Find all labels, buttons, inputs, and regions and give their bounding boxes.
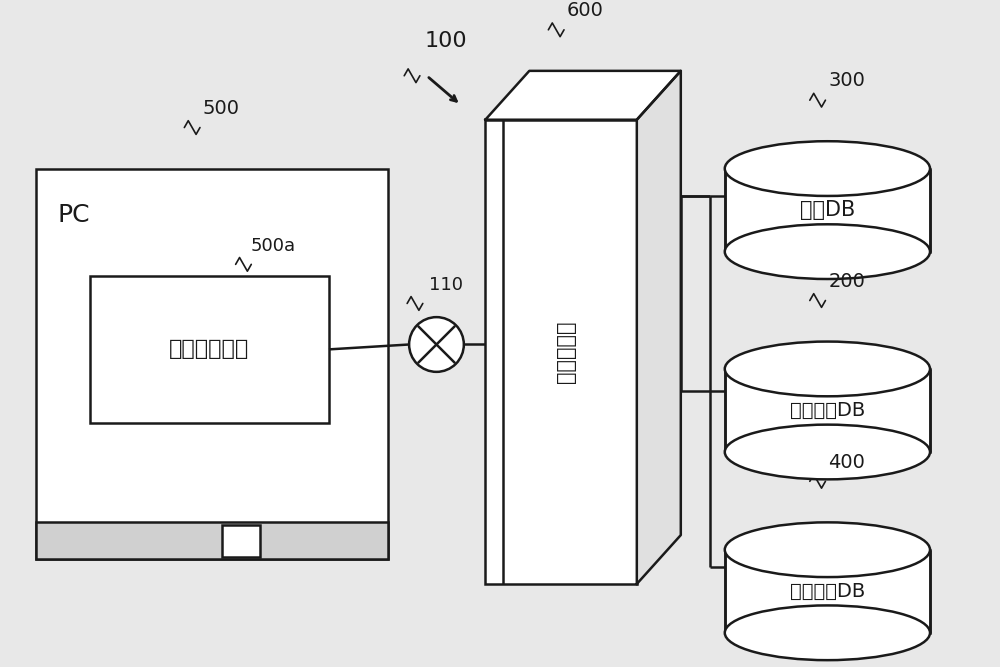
Ellipse shape (725, 522, 930, 577)
FancyBboxPatch shape (725, 169, 930, 251)
Text: 300: 300 (828, 71, 865, 91)
Text: 400: 400 (828, 452, 865, 472)
Text: 互联网浏览器: 互联网浏览器 (169, 340, 249, 360)
Text: 顾客信息DB: 顾客信息DB (790, 401, 865, 420)
Ellipse shape (725, 425, 930, 480)
Ellipse shape (725, 224, 930, 279)
FancyBboxPatch shape (725, 550, 930, 633)
Text: 诉求声明DB: 诉求声明DB (790, 582, 865, 601)
FancyBboxPatch shape (485, 119, 637, 584)
Polygon shape (637, 71, 681, 584)
Text: PC: PC (57, 203, 90, 227)
Ellipse shape (725, 606, 930, 660)
FancyBboxPatch shape (90, 276, 329, 423)
FancyBboxPatch shape (222, 526, 260, 556)
Text: 特权DB: 特权DB (800, 200, 855, 220)
FancyBboxPatch shape (725, 369, 930, 452)
Text: 100: 100 (425, 31, 468, 51)
Circle shape (409, 317, 464, 372)
Text: 110: 110 (429, 275, 463, 293)
FancyBboxPatch shape (36, 169, 388, 560)
Text: 600: 600 (567, 1, 604, 20)
Text: 200: 200 (828, 271, 865, 291)
Text: 网络服务器: 网络服务器 (556, 321, 576, 383)
Text: 500a: 500a (250, 237, 295, 255)
Text: 500: 500 (203, 99, 240, 118)
FancyBboxPatch shape (36, 522, 388, 560)
Polygon shape (485, 71, 681, 119)
Ellipse shape (725, 141, 930, 196)
Ellipse shape (725, 342, 930, 396)
